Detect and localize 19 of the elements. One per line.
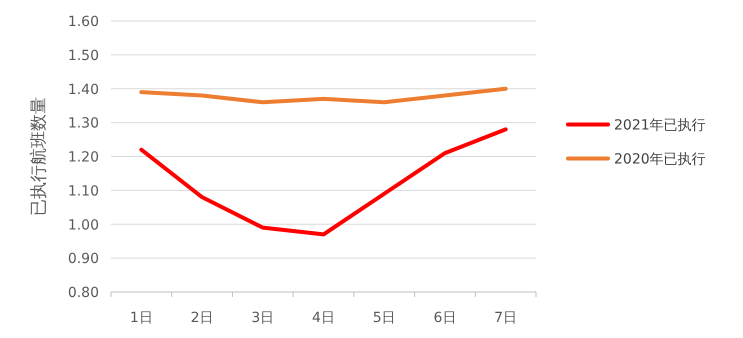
y-tick-label: 1.00: [68, 217, 99, 234]
y-tick-label: 1.40: [68, 82, 99, 98]
legend-label: 2020年已执行: [614, 152, 706, 168]
x-tick-label: 3日: [251, 310, 274, 326]
x-tick-label: 2日: [190, 310, 214, 326]
y-tick-label: 0.90: [68, 251, 99, 268]
y-tick-label: 0.80: [68, 285, 99, 301]
y-tick-label: 1.10: [68, 183, 99, 200]
y-tick-label: 1.30: [68, 116, 99, 132]
x-tick-label: 4日: [312, 310, 335, 326]
x-tick-label: 1日: [130, 310, 153, 326]
y-axis-title: 已执行航班数量: [29, 97, 49, 216]
x-tick-label: 7日: [494, 310, 518, 326]
y-tick-label: 1.60: [68, 14, 99, 30]
x-tick-label: 6日: [433, 310, 456, 326]
x-tick-label: 5日: [372, 310, 396, 326]
y-tick-label: 1.20: [68, 150, 99, 166]
legend-label: 2021年已执行: [614, 118, 706, 134]
y-tick-label: 1.50: [68, 48, 99, 64]
